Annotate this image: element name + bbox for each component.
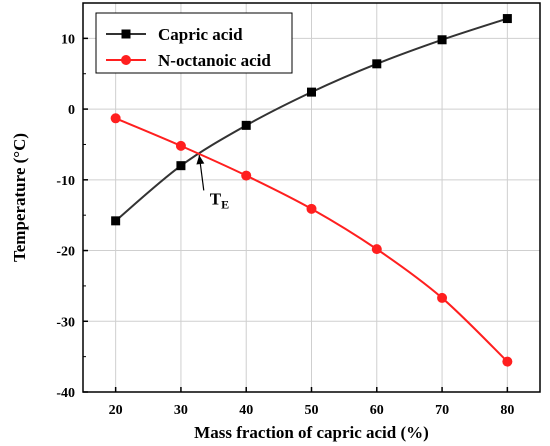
x-tick-label: 40 <box>239 403 253 418</box>
series-group <box>110 14 513 367</box>
data-point-n-octanoic-acid <box>371 244 382 255</box>
data-point-capric-acid <box>502 14 512 24</box>
data-point-n-octanoic-acid <box>110 113 121 124</box>
legend-label-capric-acid: Capric acid <box>158 25 243 44</box>
x-tick-label: 50 <box>305 403 319 418</box>
annotation-label: TE <box>210 189 229 211</box>
annotation-label-sub: E <box>221 197 229 211</box>
data-point-capric-acid <box>176 161 186 171</box>
data-point-capric-acid <box>307 87 316 97</box>
eutectic-annotation: TE <box>196 154 229 211</box>
data-point-capric-acid <box>437 35 447 45</box>
data-point-capric-acid <box>241 120 251 130</box>
x-axis-title: Mass fraction of capric acid (%) <box>194 423 429 442</box>
data-point-n-octanoic-acid <box>502 356 513 367</box>
data-point-n-octanoic-acid <box>306 203 317 214</box>
y-tick-label: -30 <box>56 315 75 330</box>
x-tick-label: 80 <box>500 403 514 418</box>
y-axis-title: Temperature (°C) <box>10 133 29 262</box>
legend: Capric acid N-octanoic acid <box>95 12 293 74</box>
legend-marker-capric-acid <box>121 29 131 39</box>
data-point-capric-acid <box>372 59 382 69</box>
data-point-n-octanoic-acid <box>175 140 186 151</box>
y-tick-label: 10 <box>61 32 75 47</box>
data-point-n-octanoic-acid <box>437 292 448 303</box>
x-tick-label: 70 <box>435 403 449 418</box>
annotation-label-main: T <box>210 189 222 208</box>
data-point-n-octanoic-acid <box>241 170 252 181</box>
y-tick-label: -40 <box>56 386 75 401</box>
legend-label-n-octanoic-acid: N-octanoic acid <box>158 51 271 70</box>
x-tick-label: 20 <box>109 403 123 418</box>
y-tick-label: -10 <box>56 174 75 189</box>
legend-marker-n-octanoic-acid <box>121 55 131 65</box>
annotation-arrow-head <box>196 155 205 165</box>
axis-ticks: 20 30 40 50 60 70 80 -40 -30 -20 -10 0 10 <box>56 32 514 418</box>
y-tick-label: -20 <box>56 245 75 260</box>
x-tick-label: 30 <box>174 403 188 418</box>
y-tick-label: 0 <box>68 103 75 118</box>
data-point-capric-acid <box>111 216 121 226</box>
x-tick-label: 60 <box>370 403 384 418</box>
